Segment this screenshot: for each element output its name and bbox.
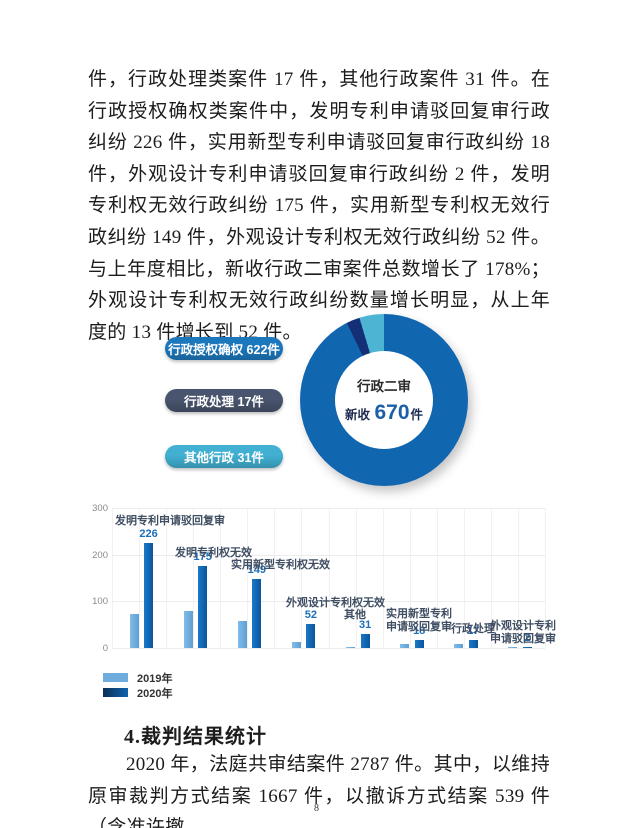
gridline-vertical: [517, 508, 519, 648]
bar-2019: [291, 641, 301, 648]
donut-center-title: 行政二审: [357, 379, 411, 394]
bar-2019: [237, 620, 247, 648]
gridline-horizontal: [112, 508, 545, 509]
donut-callout-administrative-handling: 行政处理 17件: [165, 389, 283, 412]
bar-2020: [144, 542, 154, 648]
bar-2020: [414, 639, 424, 648]
gridline-horizontal: [112, 554, 545, 556]
gridline-vertical: [193, 508, 195, 648]
bar-value-label: 31: [358, 618, 372, 631]
donut-callout-label: 行政授权确权 622件: [168, 343, 280, 357]
gridline-vertical: [220, 508, 222, 648]
bar-2020: [252, 578, 262, 648]
gridline-vertical: [139, 508, 141, 648]
gridline-vertical: [409, 508, 411, 648]
donut-callout-label: 其他行政 31件: [184, 451, 264, 465]
bar-2019: [129, 614, 139, 648]
bar-2019: [183, 610, 193, 648]
bar-category-label: 发明专利权无效: [175, 547, 252, 559]
gridline-vertical: [436, 508, 438, 648]
gridline-vertical: [247, 508, 249, 648]
gridline-vertical: [545, 508, 546, 648]
bar-2020: [306, 623, 316, 648]
legend-swatch-2020: [103, 688, 128, 697]
bar-category-label: 实用新型专利 申请驳回复审: [386, 608, 452, 633]
chart-legend: 2019年 2020年: [103, 670, 172, 700]
gridline-vertical: [328, 508, 330, 648]
bar-value-label: 52: [304, 608, 318, 621]
donut-center: 行政二审 新收 670件: [335, 351, 433, 449]
body-paragraph: 2020 年，法庭共审结案件 2787 件。其中，以维持原审裁判方式结案 166…: [88, 754, 550, 828]
bar-value-label: 149: [247, 563, 266, 576]
body-paragraph: 件，行政处理类案件 17 件，其他行政案件 31 件。在行政授权确权类案件中，发…: [88, 69, 550, 343]
donut-center-suffix: 件: [410, 408, 424, 422]
bar-category-label: 外观设计专利 申请驳回复审: [490, 620, 556, 645]
section-heading: 4.裁判结果统计: [124, 726, 267, 748]
donut-center-value-line: 新收 670件: [345, 401, 423, 425]
gridline-vertical: [274, 508, 276, 648]
gridline-horizontal: [112, 601, 545, 603]
bar-category-label: 发明专利申请驳回复审: [115, 515, 225, 527]
gridline-vertical: [382, 508, 384, 648]
bar-category-label: 行政处理: [451, 623, 495, 635]
bar-chart-plot-area: 226 175 149 52 31 18 17 2 发明专利申请驳回复审 发明专利权无效 实用新型专…: [112, 508, 556, 649]
y-axis-tick-label: 0: [102, 643, 108, 654]
bar-category-label: 其他: [344, 609, 366, 621]
y-axis-tick-label: 200: [92, 549, 108, 561]
bar-category-label: 外观设计专利权无效: [286, 597, 385, 609]
bar-2019: [400, 643, 410, 648]
donut-chart: 行政二审 新收 670件: [300, 314, 468, 486]
bar-2020: [468, 640, 478, 648]
bar-value-label: 17: [467, 625, 480, 638]
legend-item: 2020年: [103, 685, 172, 700]
donut-callout-authorization: 行政授权确权 622件: [165, 337, 283, 360]
gridline-horizontal: [112, 648, 545, 649]
donut-center-prefix: 新收: [344, 408, 370, 422]
bar-value-label: 175: [193, 551, 212, 564]
y-axis-tick-label: 100: [92, 596, 108, 608]
legend-label: 2019年: [137, 672, 173, 685]
legend-swatch-2019: [103, 673, 128, 682]
legend-item: 2019年: [103, 670, 172, 685]
gridline-vertical: [301, 508, 303, 648]
bar-value-label: 2: [524, 632, 531, 645]
bar-2019: [346, 646, 356, 648]
donut-chart-section: 行政授权确权 622件 行政处理 17件 其他行政 31件 行政二审 新收 67…: [0, 305, 633, 500]
page-number: 8: [314, 803, 319, 814]
y-axis-tick-label: 300: [92, 503, 108, 514]
donut-callout-other: 其他行政 31件: [165, 445, 283, 468]
gridline-vertical: [166, 508, 168, 648]
bar-2019: [508, 647, 518, 648]
bar-value-label: 226: [139, 527, 158, 540]
gridline-vertical: [112, 508, 113, 648]
bar-value-label: 18: [413, 624, 426, 637]
donut-center-value: 670: [374, 401, 410, 424]
gridline-vertical: [463, 508, 465, 648]
bar-category-label: 实用新型专利权无效: [231, 559, 330, 571]
gridline-vertical: [490, 508, 492, 648]
grouped-bar-chart: 300 200 100 0 226 175 149 52 31 18 17 2 发明专利申请驳回复审发…: [84, 498, 556, 703]
bar-2020: [522, 647, 532, 648]
bar-2020: [360, 633, 370, 648]
bar-2020: [198, 566, 208, 648]
bar-2019: [454, 644, 464, 648]
legend-label: 2020年: [137, 687, 173, 700]
donut-callout-label: 行政处理 17件: [184, 395, 264, 409]
gridline-vertical: [355, 508, 357, 648]
